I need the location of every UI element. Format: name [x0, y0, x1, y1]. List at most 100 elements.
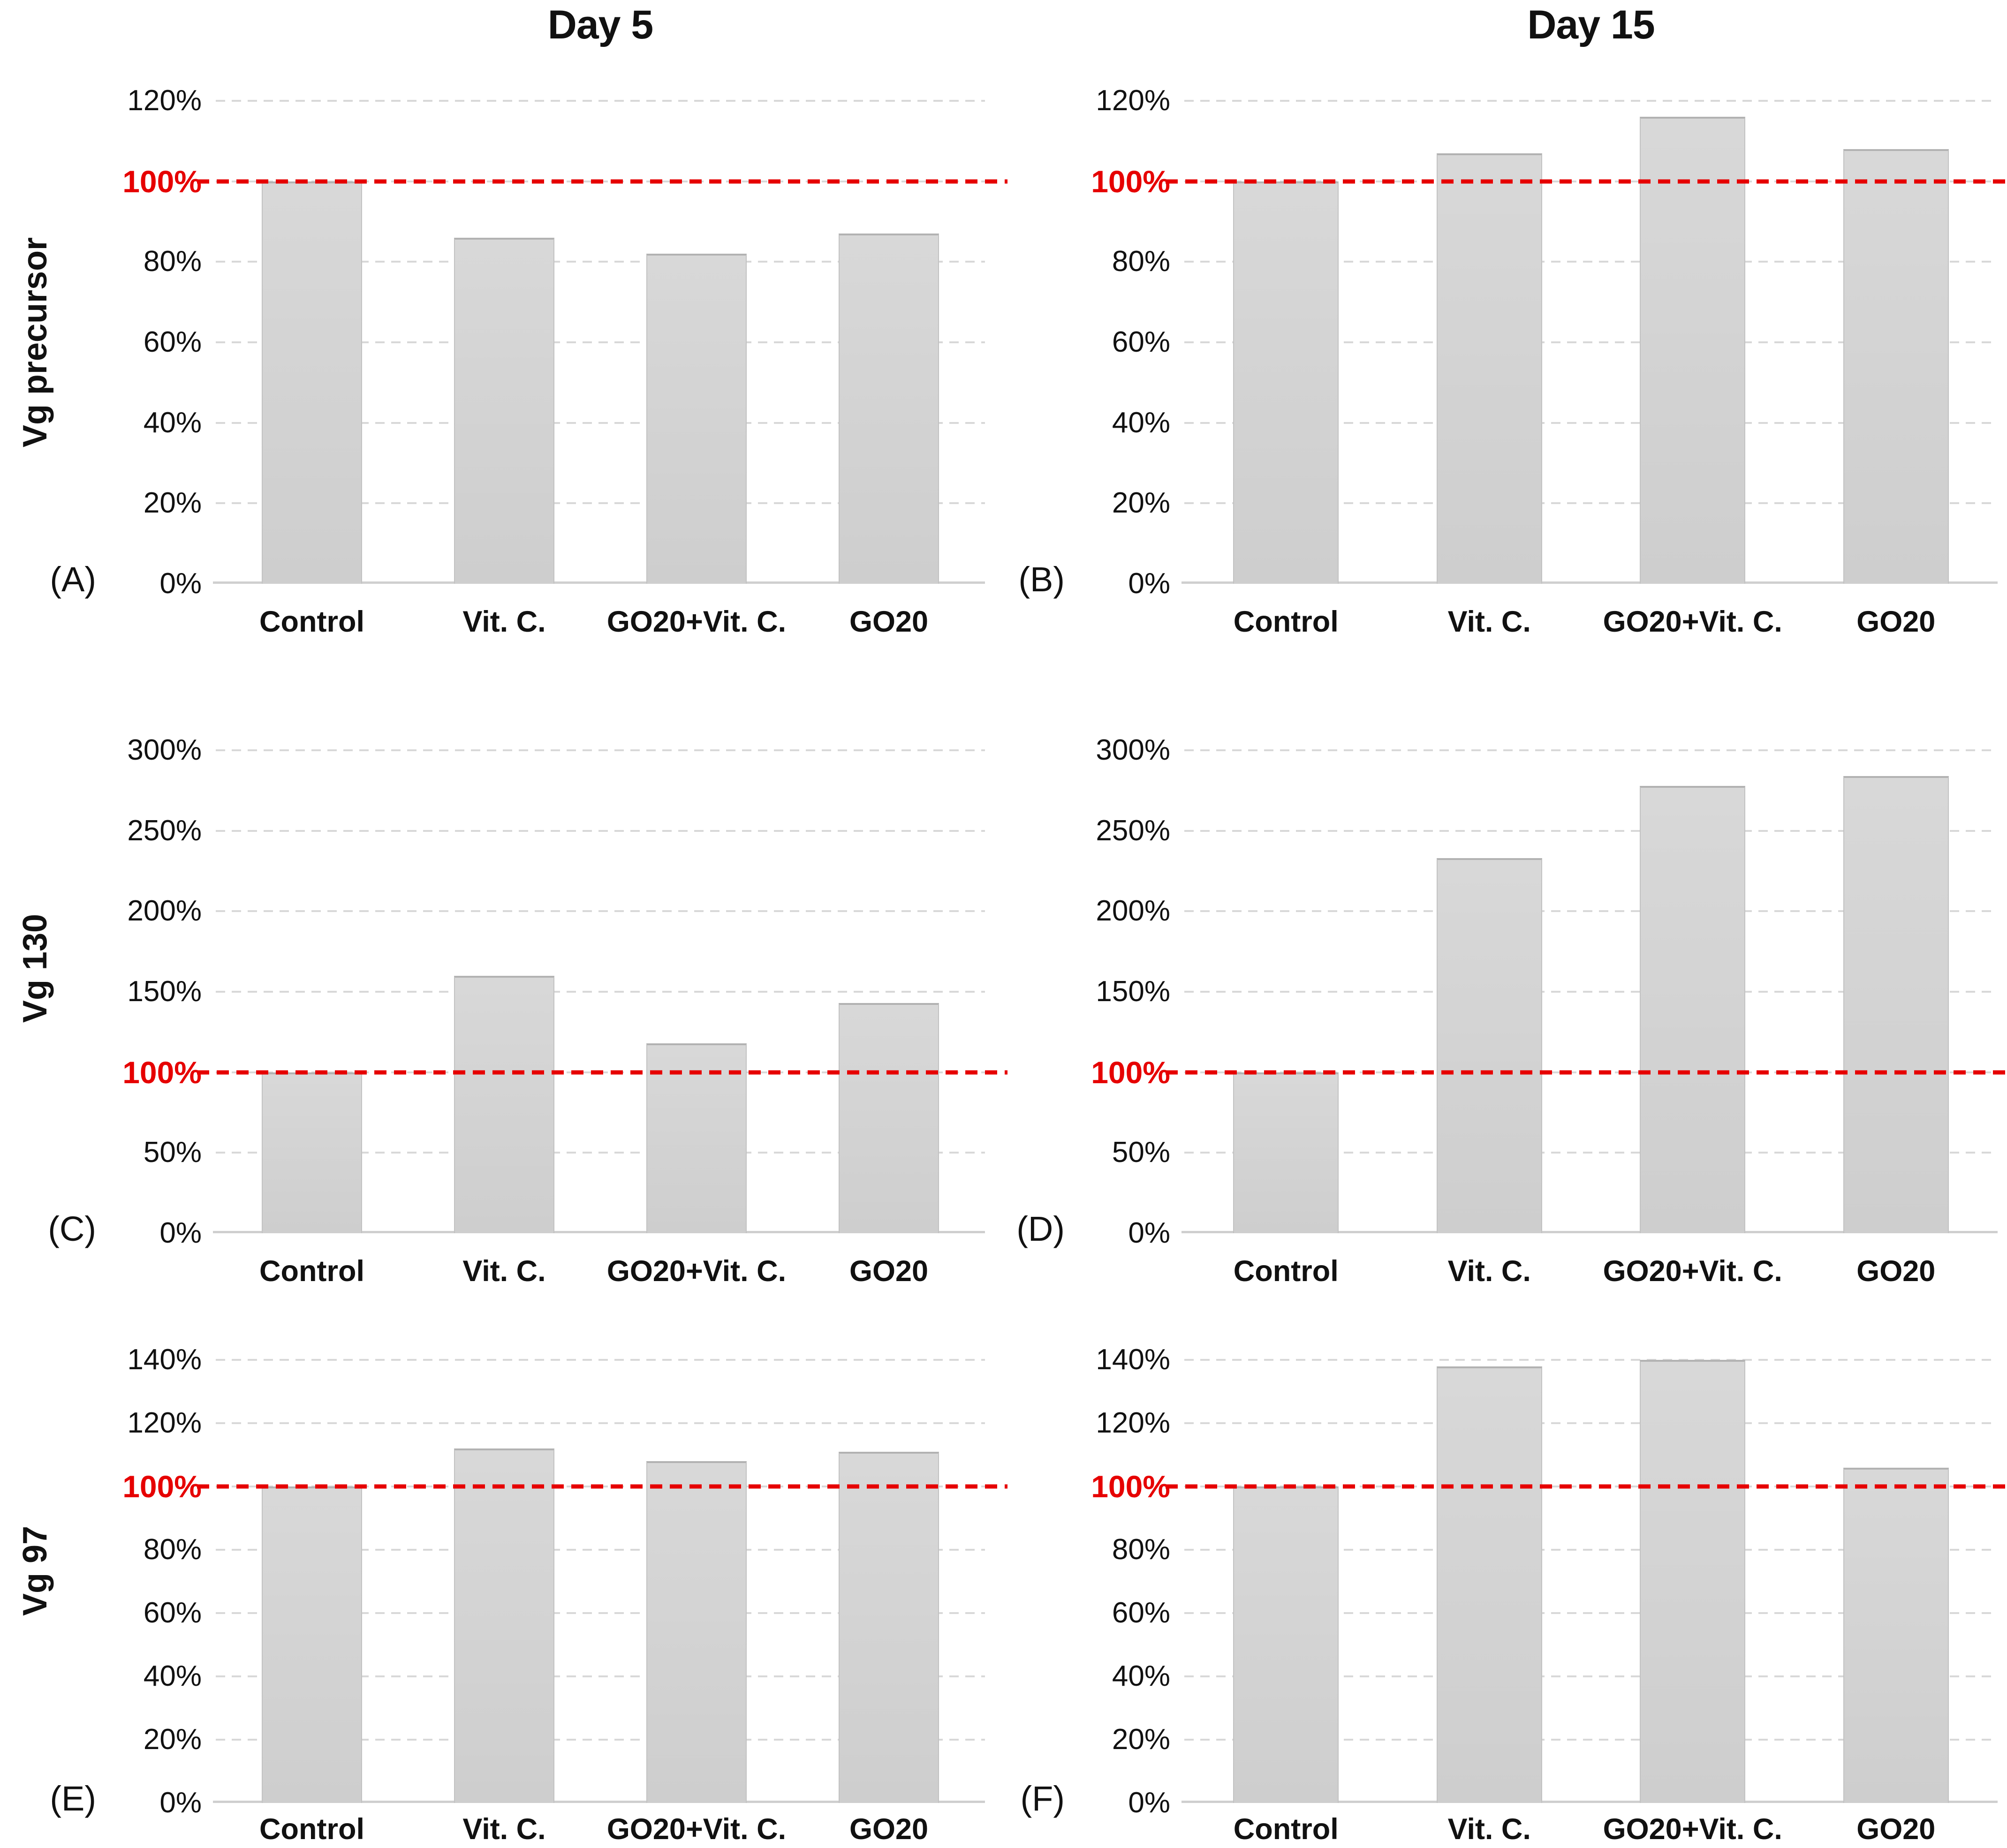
y-tick-label: 200%: [1096, 895, 1170, 928]
y-tick-label: 60%: [1112, 1597, 1170, 1629]
plot-area: 0% 50% 100% 150% 200% 250% 300% (C): [48, 736, 1007, 1248]
bar-vit-c: [454, 975, 554, 1233]
panel-letter: (D): [1016, 1209, 1065, 1249]
y-tick-label: 50%: [1112, 1136, 1170, 1169]
x-axis-labels: Control Vit. C. GO20+Vit. C. GO20: [216, 605, 985, 642]
bar-control: [1233, 1072, 1339, 1233]
y-tick-label: 150%: [1096, 975, 1170, 1008]
row-label-vg-130: Vg 130: [16, 913, 54, 1023]
gridline: [216, 1675, 985, 1677]
gridline: [216, 749, 985, 751]
x-tick-label: Vit. C.: [462, 605, 546, 638]
y-tick-label: 80%: [143, 1533, 202, 1566]
chart-panel-a: 0% 20% 40% 60% 80% 100% 120% (A) Control Vit. C. G…: [50, 70, 1007, 659]
gridline: [216, 1739, 985, 1741]
bars-group: [1184, 750, 1998, 1233]
y-tick-label: 100%: [122, 1469, 202, 1504]
gridline: [1184, 341, 1998, 343]
gridline: [1184, 1422, 1998, 1424]
x-tick-label: GO20: [1856, 1255, 1936, 1288]
x-tick-label: Control: [259, 605, 364, 638]
gridline: [216, 341, 985, 343]
bars-group: [216, 750, 985, 1233]
bar-slot: [1388, 101, 1591, 584]
reference-line-100: [1166, 1484, 2007, 1489]
y-tick-label: 300%: [127, 734, 202, 766]
gridline: [1184, 100, 1998, 102]
y-tick-label: 60%: [143, 1597, 202, 1629]
bars-group: [216, 1360, 985, 1803]
x-tick-label: Control: [259, 1813, 364, 1846]
y-tick-label: 100%: [1091, 164, 1170, 199]
bar-go20: [1843, 776, 1949, 1233]
y-tick-label: 0%: [159, 567, 202, 600]
gridline: [1184, 261, 1998, 263]
plot-area: 0% 20% 40% 60% 80% 100% 120% (A): [50, 86, 1007, 598]
bar-go20-vit-c: [1640, 785, 1746, 1233]
reference-line-100: [197, 179, 1007, 184]
x-axis-line: [213, 1231, 985, 1233]
gridline: [216, 1549, 985, 1551]
x-tick-label: GO20+Vit. C.: [606, 605, 787, 638]
y-tick-label: 100%: [122, 1055, 202, 1090]
bar-slot: [216, 1360, 408, 1803]
gridline: [216, 991, 985, 993]
bar-slot: [793, 750, 985, 1233]
bar-slot: [793, 1360, 985, 1803]
bars-group: [1184, 1360, 1998, 1803]
gridline: [1184, 1739, 1998, 1741]
x-tick-label: GO20: [1856, 1813, 1936, 1846]
bar-slot: [793, 101, 985, 584]
x-tick-label: GO20+Vit. C.: [1603, 1813, 1782, 1846]
row-label-vg-precursor: Vg precursor: [16, 237, 54, 448]
y-tick-label: 20%: [143, 487, 202, 520]
bar-slot: [408, 101, 600, 584]
bars-group: [216, 101, 985, 584]
bar-go20-vit-c: [646, 1461, 747, 1803]
gridline: [216, 1152, 985, 1154]
y-tick-label: 20%: [143, 1723, 202, 1756]
gridline: [1184, 1359, 1998, 1361]
y-tick-label: 80%: [1112, 245, 1170, 278]
bar-go20-vit-c: [1640, 117, 1746, 584]
gridline: [1184, 1549, 1998, 1551]
reference-line-100: [197, 1484, 1007, 1489]
bar-control: [262, 181, 362, 584]
bar-slot: [1795, 1360, 1998, 1803]
bar-go20: [1843, 149, 1949, 584]
y-tick-label: 200%: [127, 895, 202, 928]
x-tick-label: Control: [1233, 1255, 1339, 1288]
gridline: [1184, 1612, 1998, 1614]
panel-letter: (C): [48, 1209, 96, 1249]
y-tick-label: 40%: [143, 406, 202, 439]
x-tick-label: GO20: [849, 605, 929, 638]
bar-slot: [1388, 750, 1591, 1233]
bar-control: [262, 1072, 362, 1233]
bar-slot: [600, 750, 793, 1233]
x-tick-label: Vit. C.: [462, 1255, 546, 1288]
y-tick-label: 40%: [1112, 406, 1170, 439]
x-tick-label: GO20+Vit. C.: [1603, 605, 1782, 638]
bar-slot: [600, 1360, 793, 1803]
x-tick-label: Vit. C.: [1447, 1255, 1531, 1288]
column-title-day5: Day 5: [547, 2, 653, 47]
x-tick-label: Control: [1233, 605, 1339, 638]
bar-slot: [216, 101, 408, 584]
chart-panel-c: 0% 50% 100% 150% 200% 250% 300% (C) Control Vit. …: [48, 659, 1007, 1313]
gridline: [216, 1612, 985, 1614]
y-tick-label: 140%: [127, 1343, 202, 1376]
x-tick-label: GO20: [1856, 605, 1936, 638]
bar-slot: [408, 750, 600, 1233]
gridline: [216, 910, 985, 913]
y-tick-label: 120%: [127, 1407, 202, 1439]
y-tick-label: 50%: [143, 1136, 202, 1169]
bar-slot: [1591, 101, 1795, 584]
bar-slot: [1591, 1360, 1795, 1803]
y-tick-label: 60%: [143, 326, 202, 358]
bar-slot: [1795, 101, 1998, 584]
y-tick-label: 0%: [1128, 1787, 1170, 1819]
x-axis-labels: Control Vit. C. GO20+Vit. C. GO20: [216, 1254, 985, 1292]
bar-go20: [839, 234, 939, 584]
panel-letter: (F): [1020, 1779, 1065, 1818]
